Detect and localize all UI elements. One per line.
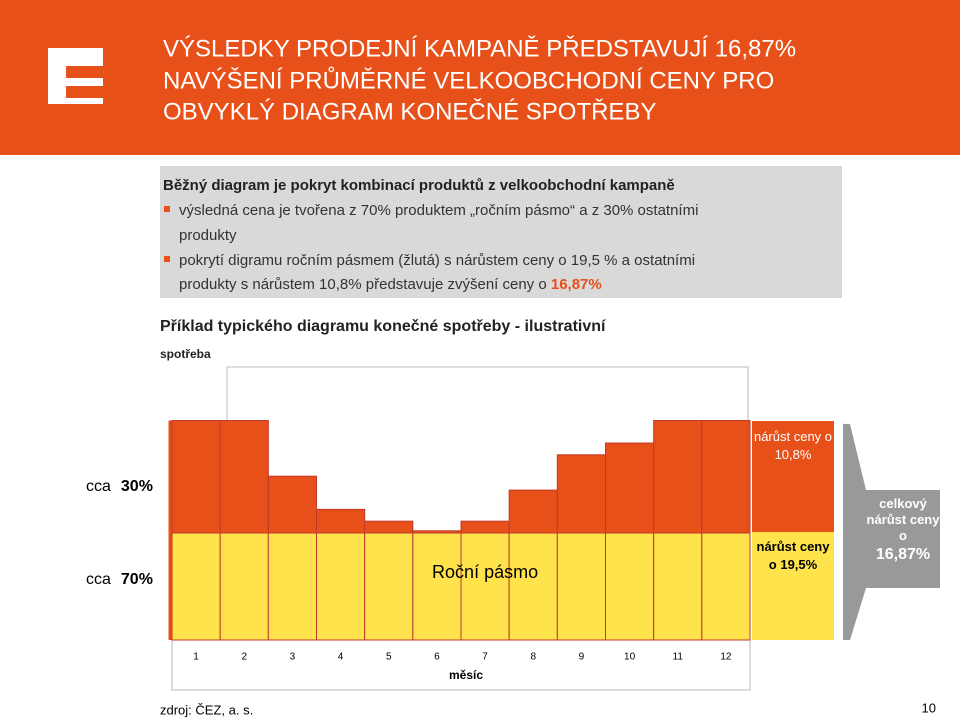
- x-tick-label: 12: [720, 652, 732, 663]
- x-tick-label: 7: [482, 652, 488, 663]
- bullet-text: produkty s nárůstem 10,8% představuje zv…: [179, 276, 602, 293]
- x-tick-label: 5: [386, 652, 392, 663]
- share-label: cca 70%: [86, 571, 153, 588]
- increase-box: [752, 421, 834, 532]
- increase-text: nárůst ceny o 19,5%: [756, 539, 830, 572]
- source: zdroj: ČEZ, a. s.: [160, 702, 253, 717]
- total-value: 16,87%: [875, 546, 931, 563]
- x-label: měsíc: [449, 668, 483, 682]
- increase-text: nárůst ceny o 10,8%: [753, 429, 833, 462]
- bar: [701, 532, 751, 641]
- bar: [653, 420, 703, 534]
- total-text: celkový nárůst ceny o 16,87%: [866, 496, 940, 566]
- x-tick-label: 6: [434, 652, 440, 663]
- bullet-text: produkty: [179, 227, 237, 244]
- box-heading: Běžný diagram je pokryt kombinací produk…: [163, 177, 675, 194]
- info-box: [160, 166, 842, 298]
- x-tick-label: 10: [624, 652, 636, 663]
- title: OBVYKLÝ DIAGRAM KONEČNÉ SPOTŘEBY: [163, 97, 656, 125]
- bar: [267, 532, 318, 641]
- bar: [701, 420, 751, 534]
- axis-box: [171, 639, 751, 691]
- bar: [556, 454, 606, 534]
- increase-text: nárůst ceny o 19,5%: [756, 539, 830, 572]
- header-band: [0, 0, 960, 155]
- y-label: spotřeba: [160, 347, 211, 361]
- total-text: celkový nárůst ceny o 16,87%: [866, 496, 940, 566]
- bar: [508, 532, 558, 641]
- bar: [219, 420, 269, 534]
- bar: [460, 520, 510, 534]
- bar: [364, 532, 414, 641]
- x-tick-label: 9: [579, 652, 585, 663]
- bar: [267, 475, 318, 534]
- share-label: cca 30%: [86, 478, 153, 495]
- bullet-text: výsledná cena je tvořena z 70% produktem…: [179, 202, 698, 219]
- bar: [219, 532, 269, 641]
- bar: [508, 489, 558, 534]
- bar: [605, 442, 655, 534]
- increase-text: nárůst ceny o 10,8%: [753, 429, 833, 462]
- bullet: [164, 256, 170, 262]
- bar: [412, 530, 462, 534]
- x-tick-label: 11: [673, 652, 684, 663]
- increase-box: [752, 532, 834, 640]
- share-value: 30%: [121, 478, 153, 495]
- title: NAVÝŠENÍ PRŮMĚRNÉ VELKOOBCHODNÍ CENY PRO: [163, 65, 774, 94]
- title: VÝSLEDKY PRODEJNÍ KAMPANĚ PŘEDSTAVUJÍ 16…: [163, 35, 796, 62]
- bar: [171, 532, 221, 641]
- x-tick-label: 1: [193, 652, 199, 663]
- bullet: [164, 206, 170, 212]
- total-arrow: [843, 424, 940, 640]
- bullet-text: pokrytí digramu ročním pásmem (žlutá) s …: [179, 252, 695, 269]
- bar: [412, 532, 462, 641]
- series-label: Roční pásmo: [432, 562, 538, 582]
- chart-title: Příklad typického diagramu konečné spotř…: [160, 318, 606, 335]
- x-tick-label: 2: [241, 652, 247, 663]
- total-caption: celkový nárůst ceny o: [866, 496, 940, 543]
- bar: [171, 420, 221, 534]
- bar: [364, 520, 414, 534]
- share-value: 70%: [121, 571, 153, 588]
- x-tick-label: 8: [530, 652, 536, 663]
- page-number: 10: [922, 700, 936, 715]
- bullet-text: produkty s nárůstem 10,8% představuje zv…: [179, 276, 551, 293]
- bar: [460, 532, 510, 641]
- bar: [316, 532, 366, 641]
- bar: [653, 532, 703, 641]
- bar: [316, 508, 366, 534]
- highlight: 16,87%: [551, 276, 602, 293]
- logo: [48, 48, 103, 104]
- share-prefix: cca: [86, 571, 111, 588]
- share-prefix: cca: [86, 478, 111, 495]
- bar: [556, 532, 606, 641]
- bar: [605, 532, 655, 641]
- x-tick-label: 4: [338, 652, 344, 663]
- x-tick-label: 3: [290, 652, 296, 663]
